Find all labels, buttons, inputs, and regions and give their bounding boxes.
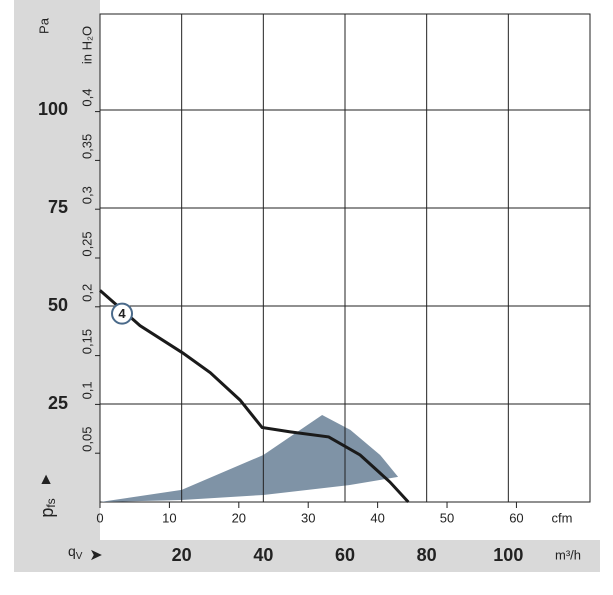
x-unit: m³/h — [555, 547, 581, 562]
y2-tick-label: 0,05 — [79, 427, 94, 452]
curve-label: 4 — [118, 306, 126, 321]
x2-tick-label: 50 — [440, 510, 454, 525]
x-tick-label: 60 — [335, 545, 355, 565]
bottom-panel — [14, 540, 600, 572]
left-panel — [14, 0, 100, 540]
x2-unit: cfm — [552, 510, 573, 525]
x-label-main: q — [68, 543, 76, 559]
arrow: ➤ — [89, 547, 102, 564]
y2-tick-label: 0,35 — [79, 134, 94, 159]
x2-tick-label: 60 — [509, 510, 523, 525]
x-label: qV — [68, 543, 83, 562]
y2-tick-label: 0,1 — [79, 381, 94, 399]
y2-tick-label: 0,15 — [79, 329, 94, 354]
curve — [99, 289, 410, 504]
y2-tick-label: 0,3 — [79, 186, 94, 204]
y-tick-label: 100 — [38, 99, 68, 119]
y-tick-label: 25 — [48, 393, 68, 413]
x2-tick-label: 40 — [370, 510, 384, 525]
y2-tick-label: 0,2 — [79, 284, 94, 302]
y-tick-label: 75 — [48, 197, 68, 217]
x2-tick-label: 0 — [96, 510, 103, 525]
x2-tick-label: 10 — [162, 510, 176, 525]
x-tick-label: 100 — [493, 545, 523, 565]
y2-tick-label: 0,4 — [79, 89, 94, 107]
y2-tick-label: 0,25 — [79, 231, 94, 256]
y2-unit: in H₂O — [79, 26, 94, 64]
curve-marker — [111, 302, 134, 325]
y-unit: Pa — [36, 17, 51, 34]
y-tick-label: 50 — [48, 295, 68, 315]
y-label-sub: fs — [44, 498, 58, 507]
x2-tick-label: 20 — [232, 510, 246, 525]
x2-tick-label: 30 — [301, 510, 315, 525]
x-label-sub: V — [76, 551, 83, 562]
x-tick-label: 40 — [253, 545, 273, 565]
y-label-main: p — [37, 508, 57, 518]
x-tick-label: 20 — [172, 545, 192, 565]
arrow: ▲ — [38, 471, 54, 488]
x-tick-label: 80 — [417, 545, 437, 565]
y-label: pfs — [37, 498, 58, 517]
